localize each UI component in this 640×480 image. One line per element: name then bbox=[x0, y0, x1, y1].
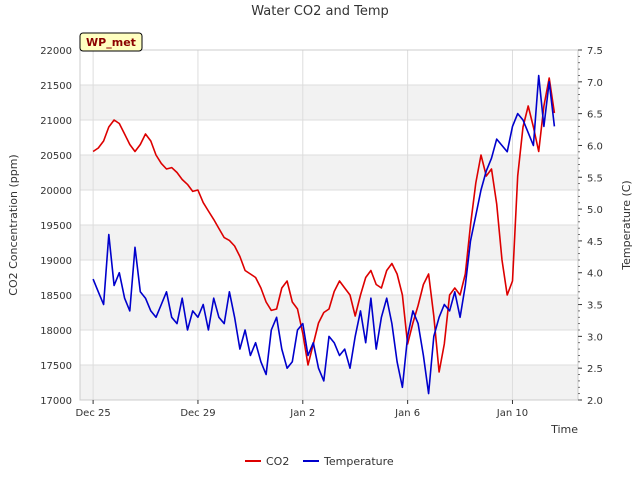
y-tick-label: 18500 bbox=[40, 291, 72, 302]
y-tick-label: 21500 bbox=[40, 81, 72, 92]
plot-band bbox=[80, 120, 578, 155]
plot-band bbox=[80, 225, 578, 260]
y2-tick-label: 4.0 bbox=[587, 269, 603, 280]
x-tick-label: Dec 25 bbox=[75, 408, 110, 419]
x-tick-label: Dec 29 bbox=[180, 408, 215, 419]
y2-tick-label: 2.0 bbox=[587, 396, 603, 407]
y2-tick-label: 3.0 bbox=[587, 332, 603, 343]
y2-tick-label: 3.5 bbox=[587, 301, 603, 312]
x-tick-label: Jan 6 bbox=[394, 408, 420, 419]
site-badge: WP_met bbox=[79, 32, 143, 52]
x-tick-label: Jan 10 bbox=[496, 408, 528, 419]
site-badge-box bbox=[79, 32, 143, 52]
y2-tick-label: 6.0 bbox=[587, 141, 603, 152]
chart-title: Water CO2 and Temp bbox=[251, 4, 389, 19]
y-tick-label: 21000 bbox=[40, 116, 72, 127]
legend-temperature-label: Temperature bbox=[323, 455, 394, 468]
y2-tick-label: 5.0 bbox=[587, 205, 603, 216]
site-badge-label: WP_met bbox=[86, 36, 136, 49]
y2-tick-label: 4.5 bbox=[587, 237, 603, 248]
y-tick-label: 19500 bbox=[40, 221, 72, 232]
x-tick-label: Jan 2 bbox=[289, 408, 315, 419]
y-tick-label: 17500 bbox=[40, 361, 72, 372]
plot-band bbox=[80, 85, 578, 120]
plot-band bbox=[80, 330, 578, 365]
legend-co2-label: CO2 bbox=[266, 455, 289, 468]
plot-band bbox=[80, 50, 578, 85]
y-tick-label: 20000 bbox=[40, 186, 72, 197]
y2-axis-label: Temperature (C) bbox=[620, 180, 633, 270]
plot-band bbox=[80, 260, 578, 295]
series-line-co2 bbox=[92, 77, 556, 373]
y-tick-label: 22000 bbox=[40, 46, 72, 57]
x-axis-ticks: Dec 25 Dec 29 Jan 2 Jan 6 Jan 10 bbox=[75, 400, 528, 419]
legend: CO2 Temperature bbox=[245, 455, 394, 468]
plot-band bbox=[80, 190, 578, 225]
y2-tick-label: 2.5 bbox=[587, 364, 603, 375]
y2-tick-label: 7.5 bbox=[587, 46, 603, 57]
y2-tick-label: 5.5 bbox=[587, 173, 603, 184]
plot-band bbox=[80, 155, 578, 190]
y-axis-label: CO2 Concentration (ppm) bbox=[7, 154, 20, 295]
series-lines bbox=[92, 74, 556, 395]
plot-band bbox=[80, 365, 578, 400]
plot-band bbox=[80, 295, 578, 330]
y-tick-label: 18000 bbox=[40, 326, 72, 337]
y2-tick-label: 6.5 bbox=[587, 110, 603, 121]
series-line-temperature bbox=[92, 74, 556, 395]
x-axis-label: Time bbox=[550, 423, 578, 436]
plot-background-bands bbox=[80, 50, 578, 400]
y-tick-label: 17000 bbox=[40, 396, 72, 407]
y-axis-ticks: 17000 17500 18000 18500 19000 19500 20000 20500… bbox=[40, 46, 72, 407]
plot-frame bbox=[79, 49, 579, 401]
y-tick-label: 19000 bbox=[40, 256, 72, 267]
y-tick-label: 20500 bbox=[40, 151, 72, 162]
y2-axis-ticks: 2.0 2.5 3.0 3.5 4.0 4.5 5.0 5.5 6.0 6.5 7.0 7.5 bbox=[578, 46, 603, 407]
y2-tick-label: 7.0 bbox=[587, 78, 603, 89]
